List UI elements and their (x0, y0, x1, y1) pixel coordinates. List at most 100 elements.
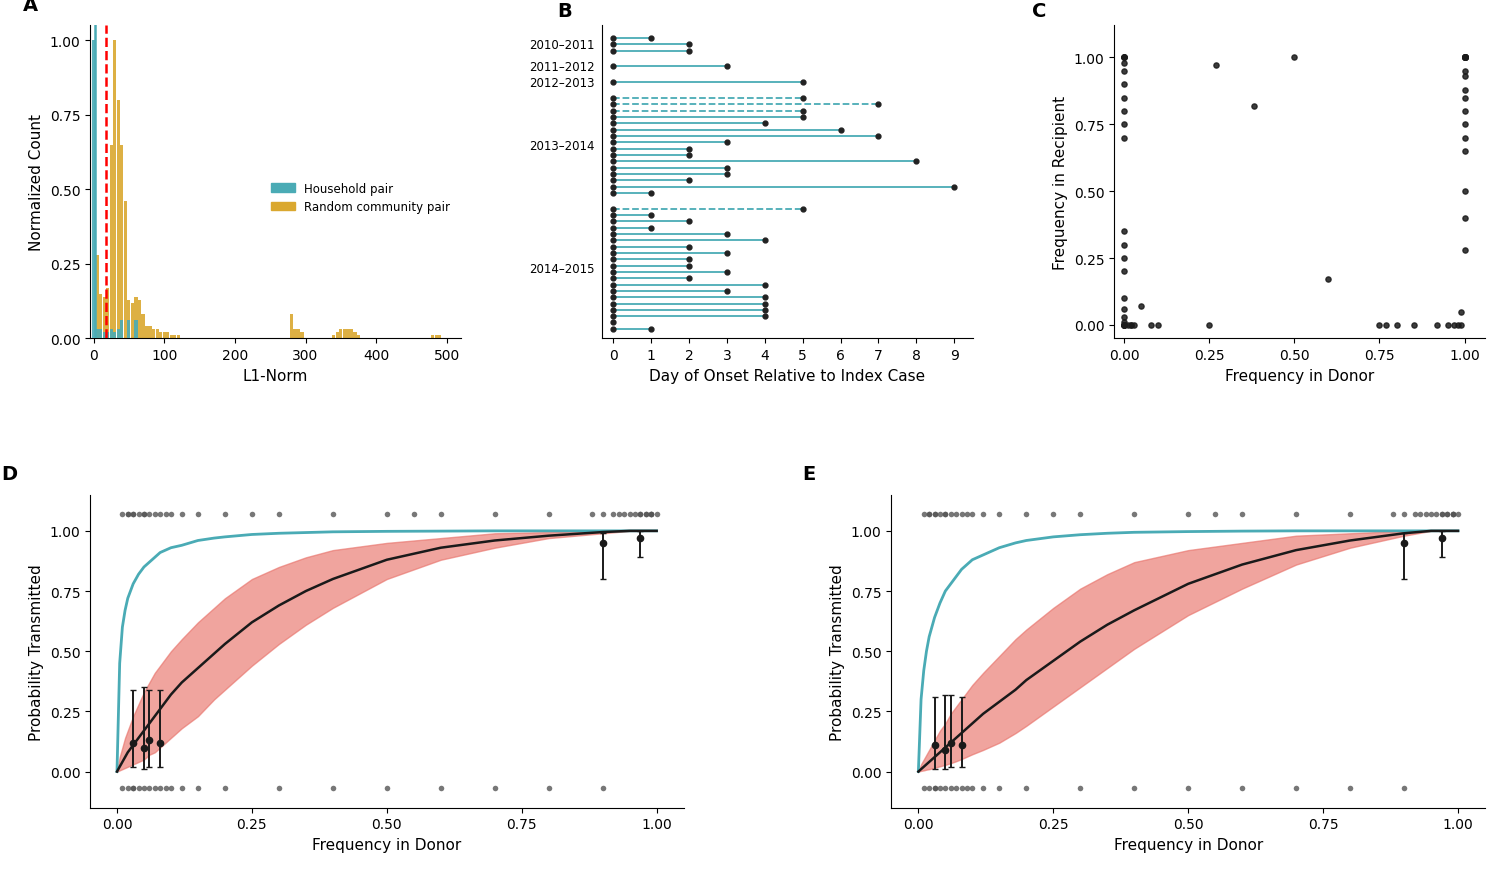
Point (402, 507, 426, 522)
Bar (344, 330, 346, 339)
Point (1112, 319, 1136, 333)
Point (1425, 507, 1449, 522)
Bar (357, 336, 360, 339)
Bar (106, 288, 109, 339)
Point (240, 507, 264, 522)
Point (1452, 52, 1476, 66)
X-axis label: Frequency in Donor: Frequency in Donor (1113, 837, 1263, 852)
Bar (156, 330, 159, 339)
Point (186, 781, 210, 795)
Point (970, 781, 994, 795)
Point (1452, 70, 1476, 84)
Point (1122, 319, 1146, 333)
X-axis label: Frequency in Donor: Frequency in Donor (312, 837, 462, 852)
Point (922, 507, 946, 522)
Point (159, 507, 183, 522)
Bar (128, 300, 130, 339)
Point (126, 781, 150, 795)
Point (939, 507, 963, 522)
Point (1112, 91, 1136, 105)
Bar (128, 321, 130, 339)
Point (639, 507, 663, 522)
Point (1122, 781, 1146, 795)
Point (1112, 52, 1136, 66)
Point (1452, 52, 1476, 66)
Bar (130, 303, 134, 339)
Bar (435, 336, 438, 339)
Point (1452, 65, 1476, 79)
Point (922, 781, 946, 795)
Point (138, 781, 162, 795)
Point (1317, 273, 1341, 287)
Point (1384, 319, 1408, 333)
Point (1112, 225, 1136, 239)
Point (1440, 507, 1464, 522)
Point (580, 507, 604, 522)
Point (1112, 239, 1136, 253)
Point (122, 507, 146, 522)
Point (928, 781, 952, 795)
Point (1112, 311, 1136, 325)
Point (1284, 781, 1308, 795)
Point (622, 507, 646, 522)
Point (159, 781, 183, 795)
Point (1440, 507, 1464, 522)
Text: 2013–2014: 2013–2014 (530, 140, 594, 153)
Point (1452, 52, 1476, 66)
Point (1436, 507, 1460, 522)
Point (1230, 781, 1254, 795)
Point (1112, 252, 1136, 266)
Point (1338, 507, 1362, 522)
Point (916, 507, 940, 522)
Point (645, 507, 669, 522)
Point (126, 507, 150, 522)
Point (1014, 781, 1038, 795)
Point (1112, 65, 1136, 79)
Point (186, 507, 210, 522)
Point (933, 507, 957, 522)
Bar (172, 336, 177, 339)
Bar (350, 330, 352, 339)
Point (1430, 507, 1454, 522)
Bar (112, 41, 117, 339)
Point (1452, 185, 1476, 199)
Point (602, 507, 625, 522)
Bar (99, 330, 102, 339)
Point (1068, 507, 1092, 522)
Point (267, 507, 291, 522)
Point (956, 781, 980, 795)
Point (1112, 291, 1136, 306)
Point (116, 781, 140, 795)
Bar (96, 255, 99, 339)
Point (1452, 145, 1476, 159)
Point (1452, 52, 1476, 66)
Text: 2014–2015: 2014–2015 (530, 263, 594, 276)
Point (111, 781, 135, 795)
Point (928, 507, 952, 522)
Point (960, 781, 984, 795)
Point (1374, 319, 1398, 333)
Y-axis label: Probability Transmitted: Probability Transmitted (831, 563, 846, 740)
Point (1452, 212, 1476, 226)
Point (1112, 52, 1136, 66)
Point (1449, 306, 1473, 320)
Point (1440, 507, 1464, 522)
Text: D: D (2, 464, 16, 484)
Point (321, 507, 345, 522)
Point (132, 507, 156, 522)
Point (1408, 507, 1432, 522)
Point (1204, 60, 1228, 74)
Point (639, 507, 663, 522)
X-axis label: L1-Norm: L1-Norm (243, 368, 308, 383)
Bar (96, 330, 99, 339)
Bar (339, 330, 342, 339)
Text: C: C (1032, 2, 1047, 21)
Point (1176, 507, 1200, 522)
Point (618, 507, 642, 522)
Point (1446, 319, 1470, 333)
Point (148, 507, 172, 522)
Bar (159, 333, 162, 339)
Bar (110, 146, 112, 339)
Point (1401, 319, 1425, 333)
Bar (102, 298, 105, 339)
